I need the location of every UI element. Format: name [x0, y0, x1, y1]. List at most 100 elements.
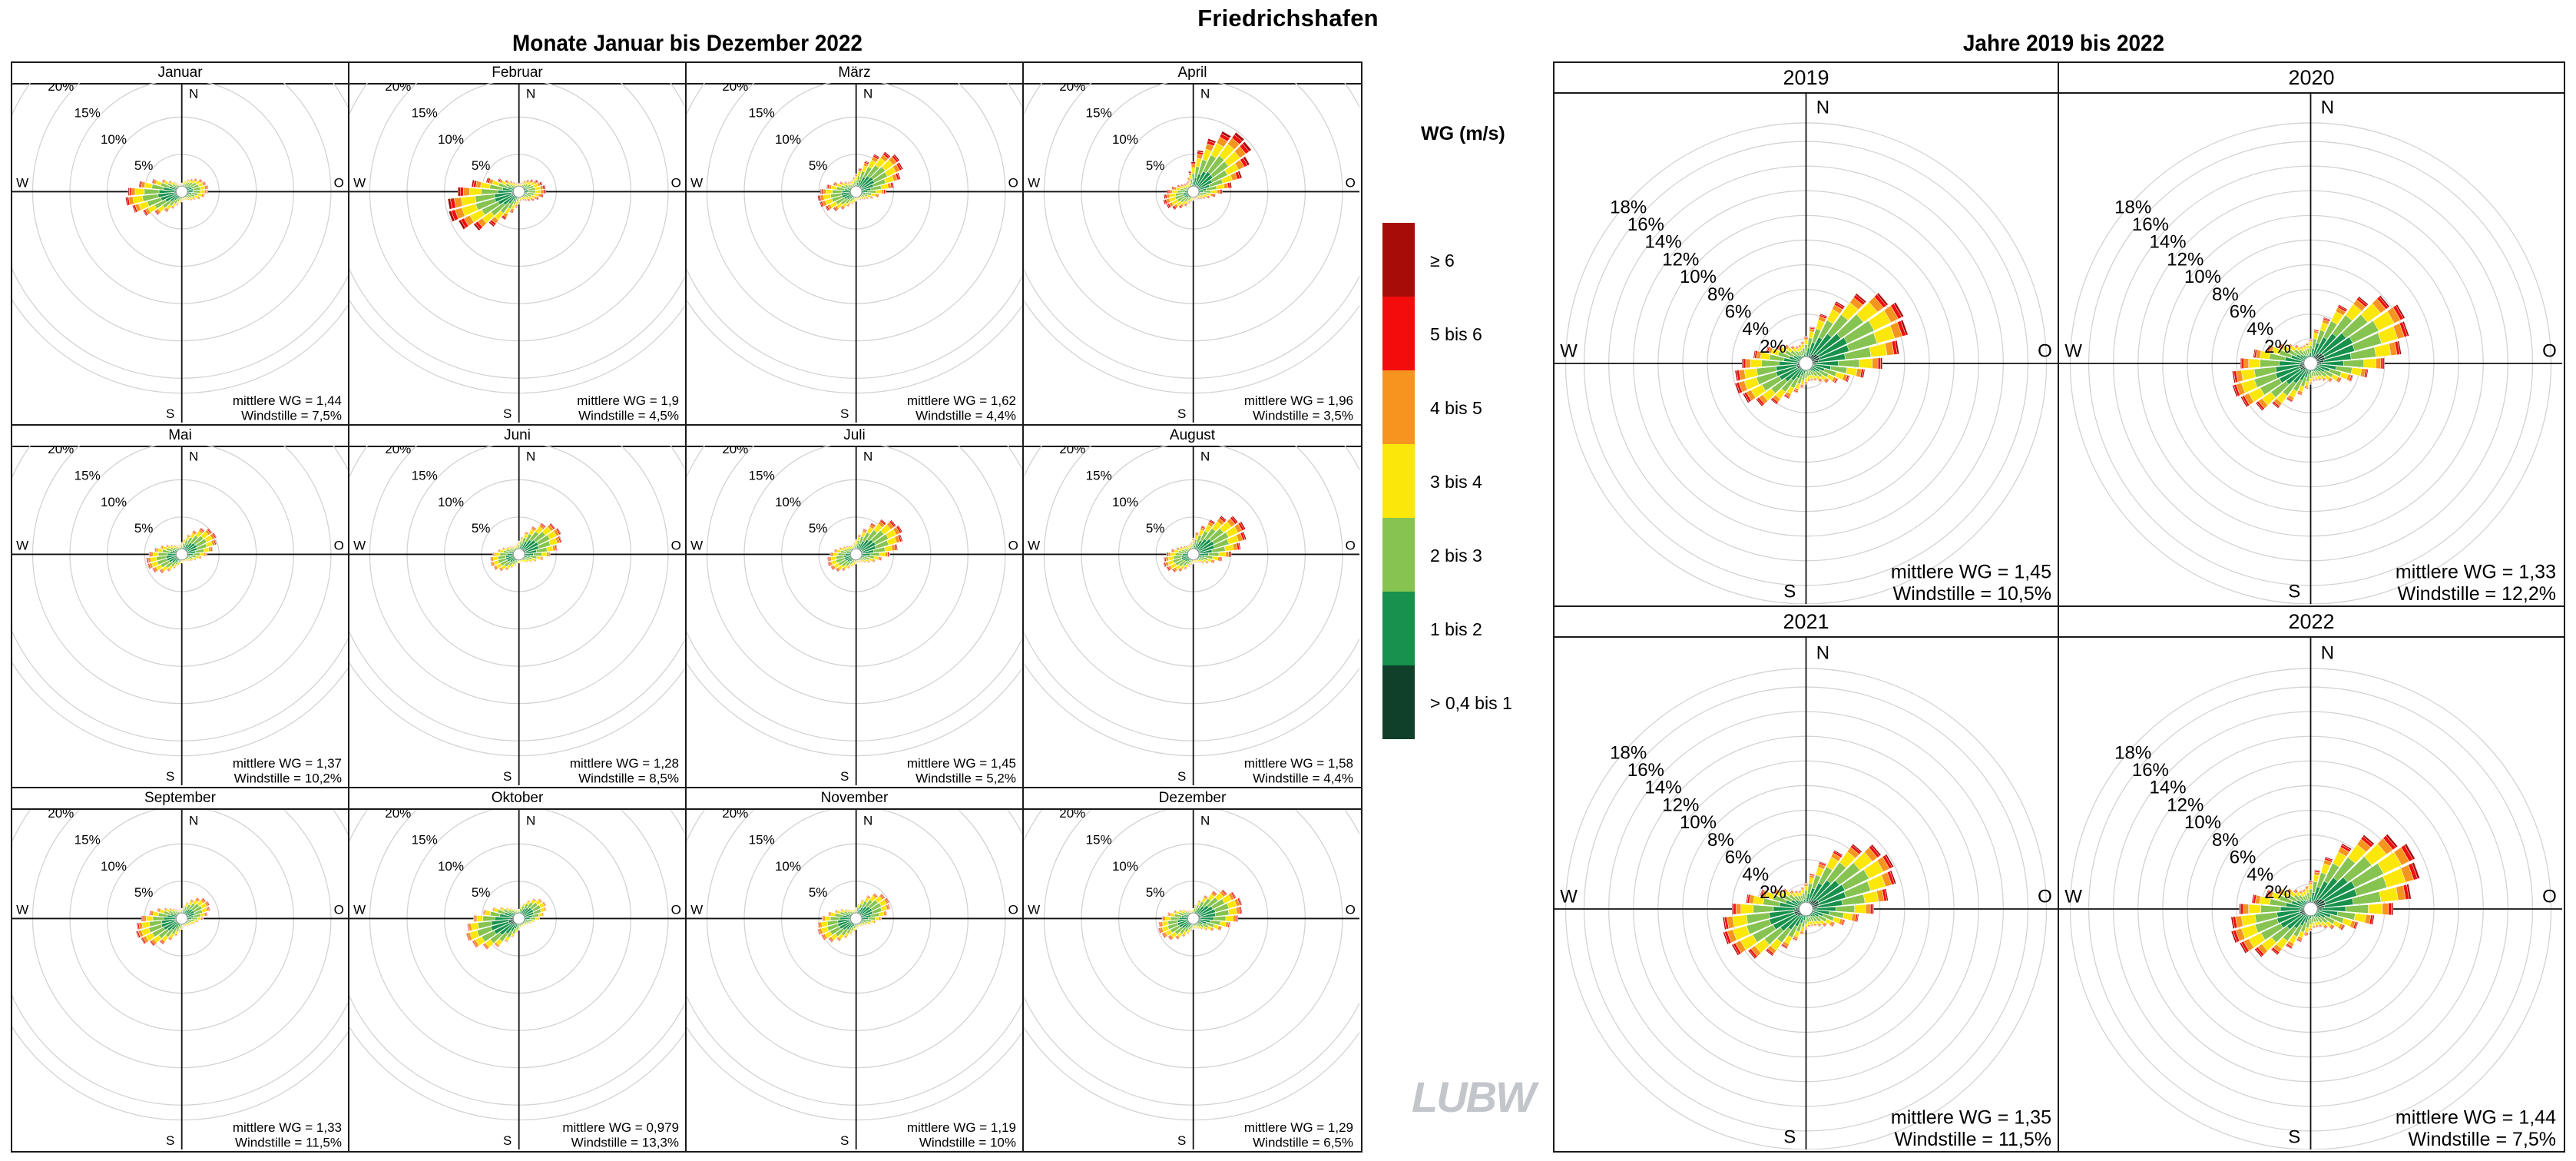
svg-text:S: S: [1177, 769, 1186, 784]
svg-text:14%: 14%: [2150, 778, 2187, 798]
svg-text:S: S: [840, 1133, 849, 1148]
svg-text:10%: 10%: [1680, 267, 1717, 287]
svg-text:O: O: [334, 903, 344, 917]
yearly-rose-label: 2022: [2059, 607, 2564, 638]
monthly-rose-label: September: [12, 788, 348, 810]
svg-text:12%: 12%: [1662, 794, 1699, 815]
svg-text:4%: 4%: [1742, 319, 1769, 340]
svg-text:20%: 20%: [385, 83, 411, 94]
legend-label-0: ≥ 6: [1430, 250, 1455, 270]
svg-text:6%: 6%: [1725, 302, 1752, 323]
svg-text:Windstille = 10,2%: Windstille = 10,2%: [234, 771, 342, 785]
svg-text:Windstille = 4,4%: Windstille = 4,4%: [1253, 771, 1353, 785]
svg-text:4%: 4%: [2247, 864, 2273, 885]
svg-text:O: O: [1346, 539, 1356, 553]
svg-text:Windstille = 11,5%: Windstille = 11,5%: [235, 1136, 342, 1149]
legend-color-bar: [1382, 223, 1415, 739]
svg-text:mittlere WG = 1,62: mittlere WG = 1,62: [907, 393, 1016, 408]
svg-text:S: S: [166, 1133, 174, 1148]
svg-text:15%: 15%: [74, 833, 101, 848]
svg-text:5%: 5%: [809, 158, 828, 173]
svg-text:W: W: [353, 176, 366, 191]
svg-text:20%: 20%: [48, 810, 74, 821]
svg-text:W: W: [690, 176, 703, 191]
legend-label-3: 3 bis 4: [1430, 472, 1482, 492]
svg-text:10%: 10%: [101, 859, 127, 874]
svg-text:Windstille = 7,5%: Windstille = 7,5%: [241, 409, 342, 423]
svg-text:Windstille = 11,5%: Windstille = 11,5%: [1895, 1129, 2052, 1149]
svg-text:mittlere WG = 1,33: mittlere WG = 1,33: [2396, 561, 2556, 582]
svg-text:S: S: [2288, 582, 2300, 602]
legend-label-1: 5 bis 6: [1430, 324, 1482, 344]
svg-text:10%: 10%: [101, 495, 127, 509]
legend-swatch-5: [1382, 592, 1415, 665]
svg-text:2%: 2%: [2264, 882, 2291, 903]
svg-text:N: N: [1816, 98, 1829, 118]
monthly-rose-label: Juli: [687, 426, 1022, 447]
svg-text:14%: 14%: [1645, 778, 1682, 798]
monthly-rose-label: August: [1024, 426, 1361, 447]
svg-text:5%: 5%: [134, 521, 154, 536]
svg-text:20%: 20%: [1059, 446, 1085, 456]
svg-text:4%: 4%: [2247, 319, 2273, 340]
monthly-rose-label: Juni: [349, 426, 685, 447]
svg-text:mittlere WG = 1,37: mittlere WG = 1,37: [233, 756, 342, 771]
svg-text:20%: 20%: [722, 446, 748, 456]
svg-text:N: N: [863, 814, 872, 828]
svg-text:10%: 10%: [438, 132, 464, 147]
svg-text:18%: 18%: [1610, 197, 1647, 217]
svg-text:W: W: [690, 539, 703, 553]
svg-text:N: N: [863, 87, 872, 101]
svg-text:N: N: [1200, 87, 1210, 101]
svg-text:O: O: [2542, 887, 2557, 907]
svg-text:Windstille = 3,5%: Windstille = 3,5%: [1253, 409, 1353, 423]
svg-text:W: W: [2064, 887, 2082, 907]
svg-text:8%: 8%: [2212, 284, 2239, 305]
svg-text:16%: 16%: [1627, 760, 1664, 781]
svg-text:mittlere WG = 1,9: mittlere WG = 1,9: [577, 393, 679, 408]
svg-text:10%: 10%: [438, 859, 464, 874]
svg-text:S: S: [1177, 406, 1186, 421]
svg-text:5%: 5%: [472, 521, 491, 536]
svg-text:16%: 16%: [2132, 760, 2169, 781]
svg-text:N: N: [2321, 98, 2334, 118]
monthly-rose-label: November: [687, 788, 1022, 810]
svg-text:5%: 5%: [1146, 158, 1165, 173]
svg-text:15%: 15%: [749, 469, 775, 483]
legend-swatch-2: [1382, 370, 1415, 444]
svg-text:O: O: [2038, 887, 2052, 907]
svg-text:14%: 14%: [1645, 232, 1682, 253]
svg-text:O: O: [671, 903, 681, 917]
svg-text:N: N: [189, 449, 198, 464]
svg-text:O: O: [2038, 341, 2052, 362]
svg-text:4%: 4%: [1742, 864, 1769, 885]
legend-swatch-0: [1382, 223, 1415, 297]
svg-text:W: W: [1028, 176, 1040, 191]
svg-text:mittlere WG = 1,44: mittlere WG = 1,44: [2396, 1106, 2556, 1128]
legend-label-6: > 0,4 bis 1: [1430, 693, 1512, 713]
svg-text:5%: 5%: [472, 885, 491, 900]
svg-text:W: W: [1560, 341, 1578, 362]
svg-text:20%: 20%: [385, 810, 411, 821]
yearly-rose-label: 2021: [1555, 607, 2058, 638]
svg-text:10%: 10%: [775, 859, 801, 874]
svg-text:W: W: [1560, 887, 1578, 907]
svg-text:mittlere WG = 1,58: mittlere WG = 1,58: [1244, 756, 1353, 771]
svg-text:15%: 15%: [1086, 469, 1112, 483]
svg-text:15%: 15%: [412, 833, 438, 848]
svg-text:8%: 8%: [1707, 284, 1734, 305]
svg-text:mittlere WG = 1,33: mittlere WG = 1,33: [233, 1120, 342, 1135]
svg-text:N: N: [1200, 814, 1210, 828]
svg-text:N: N: [1200, 449, 1210, 464]
svg-text:mittlere WG = 1,29: mittlere WG = 1,29: [1244, 1120, 1353, 1135]
